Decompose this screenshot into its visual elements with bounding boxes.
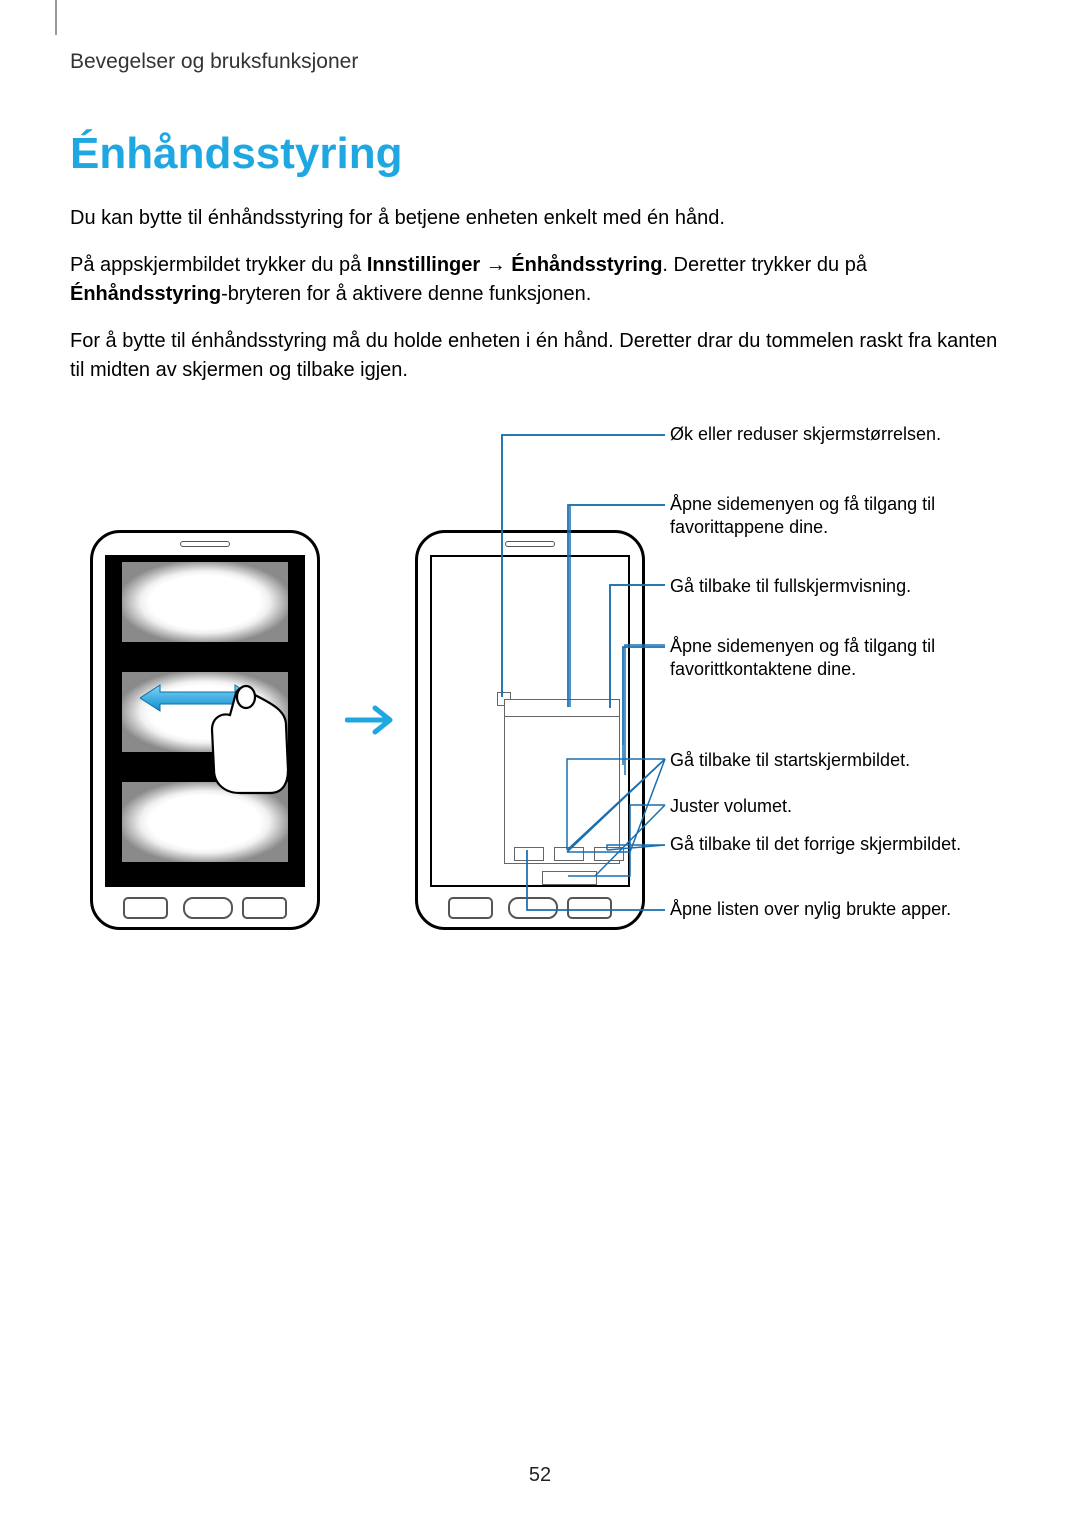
phone1-btn-center — [183, 897, 233, 919]
phone2-speaker — [505, 541, 555, 547]
reduced-topbar — [504, 699, 620, 717]
callout-fullscreen: Gå tilbake til fullskjermvisning. — [670, 575, 1000, 598]
p2-pre: På appskjermbildet trykker du på — [70, 254, 367, 276]
reduced-window — [504, 699, 620, 864]
nav-home — [554, 847, 584, 861]
phone2-btn-left — [448, 897, 493, 919]
callout-recent: Åpne listen over nylig brukte apper. — [670, 898, 1000, 921]
page-number: 52 — [529, 1464, 551, 1487]
paragraph-1: Du kan bytte til énhåndsstyring for å be… — [70, 204, 1010, 233]
callout-contacts: Åpne sidemenyen og få tilgang til favori… — [670, 635, 1000, 680]
callout-back: Gå tilbake til det forrige skjermbildet. — [670, 833, 1000, 856]
phone-result — [415, 530, 645, 930]
nav-recent — [514, 847, 544, 861]
phone2-btn-right — [567, 897, 612, 919]
p2-mid: → — [480, 254, 511, 276]
page-title: Énhåndsstyring — [70, 129, 1010, 179]
blob-1 — [122, 562, 288, 642]
callout-apps-menu: Åpne sidemenyen og få tilgang til favori… — [670, 493, 1000, 538]
result-arrow-icon — [345, 700, 405, 740]
top-left-rule — [55, 0, 57, 35]
nav-back — [594, 847, 624, 861]
p2-post1: . Deretter trykker du på — [662, 254, 867, 276]
phone1-btn-left — [123, 897, 168, 919]
section-header: Bevegelser og bruksfunksjoner — [70, 50, 1010, 74]
p2-post2: -bryteren for å aktivere denne funksjone… — [221, 283, 591, 305]
callout-home: Gå tilbake til startskjermbildet. — [670, 749, 1000, 772]
phone1-speaker — [180, 541, 230, 547]
swipe-arrow-icon — [140, 675, 290, 795]
paragraph-3: For å bytte til énhåndsstyring må du hol… — [70, 327, 1010, 385]
diagram: Øk eller reduser skjermstørrelsen. Åpne … — [70, 415, 1010, 975]
phone1-btn-right — [242, 897, 287, 919]
p2-b1: Innstillinger — [367, 254, 480, 276]
phone2-btn-center — [508, 897, 558, 919]
phone2-screen — [430, 555, 630, 887]
volume-bar — [542, 871, 597, 885]
callout-resize: Øk eller reduser skjermstørrelsen. — [670, 423, 1000, 446]
paragraph-2: På appskjermbildet trykker du på Innstil… — [70, 251, 1010, 309]
p2-b3: Énhåndsstyring — [70, 283, 221, 305]
p2-b2: Énhåndsstyring — [511, 254, 662, 276]
callout-volume: Juster volumet. — [670, 795, 1000, 818]
